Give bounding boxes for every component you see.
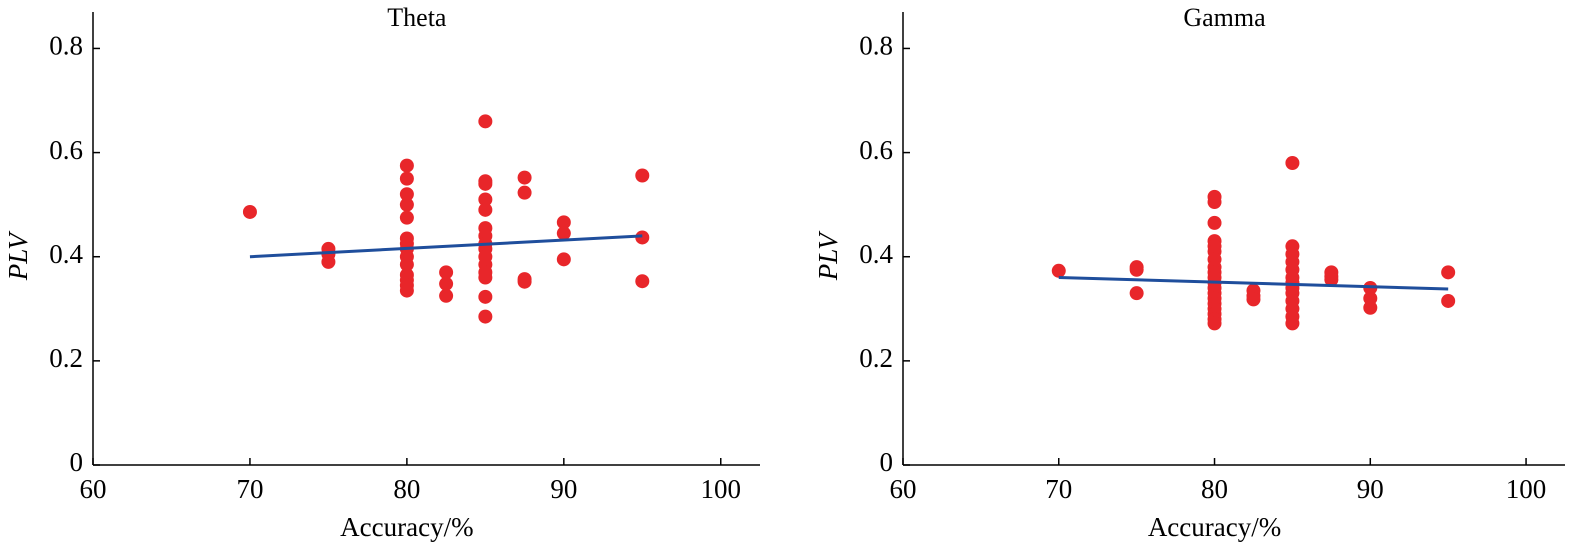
- x-tick-label: 60: [80, 474, 107, 504]
- y-tick-label: 0.2: [49, 343, 83, 373]
- point: [1363, 300, 1378, 315]
- y-tick-label: 0: [70, 447, 84, 477]
- point: [399, 210, 414, 225]
- point: [1207, 316, 1222, 331]
- chart: 0 0.2 0.4 0.6 0.8 60 70 80 90 100 Theta Accuracy/% P…: [3, 3, 760, 542]
- point: [1441, 265, 1456, 280]
- point: [242, 204, 257, 219]
- point: [1285, 316, 1300, 331]
- point: [517, 274, 532, 289]
- point: [1324, 272, 1339, 287]
- point: [635, 168, 650, 183]
- point: [399, 197, 414, 212]
- point: [556, 215, 571, 230]
- x-tick-label: 70: [1045, 474, 1072, 504]
- point: [399, 257, 414, 272]
- y-tick-label: 0.8: [49, 31, 83, 61]
- point: [321, 254, 336, 269]
- y-tick-label: 0.8: [859, 31, 893, 61]
- point: [478, 309, 493, 324]
- point: [635, 230, 650, 245]
- point: [478, 176, 493, 191]
- point: [478, 202, 493, 217]
- point: [1207, 215, 1222, 230]
- point: [399, 171, 414, 186]
- y-tick-label: 0.2: [859, 343, 893, 373]
- point: [1285, 156, 1300, 170]
- y-axis-label: PLV: [813, 230, 843, 282]
- x-axis-label: Accuracy/%: [340, 512, 473, 542]
- y-tick-label: 0.4: [49, 239, 83, 269]
- x-tick-label: 90: [550, 474, 577, 504]
- point: [439, 288, 454, 303]
- x-axis-label: Accuracy/%: [1148, 512, 1281, 542]
- point: [439, 265, 454, 280]
- fit-line: [1058, 276, 1449, 291]
- point: [1441, 293, 1456, 308]
- point: [478, 192, 493, 207]
- point: [556, 226, 571, 241]
- y-tick-label: 0.6: [49, 135, 83, 165]
- point: [478, 289, 493, 304]
- point: [439, 276, 454, 291]
- fit-line: [249, 234, 643, 259]
- point: [478, 270, 493, 285]
- y-axis-label: PLV: [3, 230, 33, 282]
- point: [517, 170, 532, 185]
- point: [1129, 262, 1144, 277]
- x-tick-label: 100: [701, 474, 742, 504]
- point: [1129, 286, 1144, 301]
- x-tick-label: 90: [1357, 474, 1384, 504]
- point: [635, 274, 650, 289]
- point: [517, 185, 532, 200]
- chart-title: Gamma: [1183, 3, 1266, 32]
- x-tick-label: 100: [1506, 474, 1547, 504]
- x-tick-label: 80: [1201, 474, 1228, 504]
- point: [556, 252, 571, 267]
- point: [399, 283, 414, 298]
- y-tick-label: 0.4: [859, 239, 893, 269]
- point: [399, 187, 414, 202]
- point: [1051, 263, 1066, 278]
- point: [1246, 292, 1261, 307]
- y-tick-label: 0.6: [859, 135, 893, 165]
- point: [399, 158, 414, 173]
- x-tick-label: 70: [236, 474, 263, 504]
- y-tick-label: 0: [880, 447, 894, 477]
- point: [478, 114, 493, 129]
- x-tick-label: 60: [890, 474, 917, 504]
- point: [1207, 195, 1222, 210]
- chart: 0 0.2 0.4 0.6 0.8 60 70 80 90 100 Gamma Accuracy/% P…: [813, 3, 1565, 542]
- chart-title: Theta: [387, 3, 447, 32]
- x-tick-label: 80: [393, 474, 420, 504]
